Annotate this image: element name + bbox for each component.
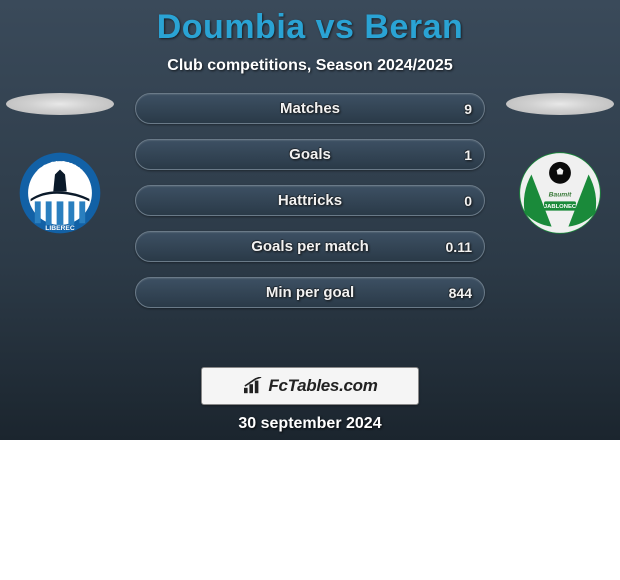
comparison-card: Doumbia vs Beran Club competitions, Seas… <box>0 0 620 440</box>
stat-row-goals-per-match: Goals per match 0.11 <box>135 231 485 262</box>
stat-right-value: 1 <box>464 147 472 163</box>
content-area: FC SLOVAN LIBEREC Baumit JABLONEC Match <box>0 93 620 343</box>
stat-label: Goals <box>289 146 331 163</box>
player-photo-placeholder-right <box>506 93 614 115</box>
stat-right-value: 0.11 <box>446 239 472 255</box>
stat-right-value: 9 <box>464 101 472 117</box>
watermark-text: FcTables.com <box>268 376 377 396</box>
page-title: Doumbia vs Beran <box>0 0 620 47</box>
right-player-column: Baumit JABLONEC <box>500 93 620 235</box>
watermark-link[interactable]: FcTables.com <box>201 367 419 405</box>
stat-label: Matches <box>280 100 340 117</box>
stat-row-matches: Matches 9 <box>135 93 485 124</box>
stat-right-value: 0 <box>464 193 472 209</box>
stats-list: Matches 9 Goals 1 Hattricks 0 Goals per … <box>135 93 485 308</box>
stat-row-goals: Goals 1 <box>135 139 485 170</box>
left-player-column: FC SLOVAN LIBEREC <box>0 93 120 235</box>
stat-right-value: 844 <box>449 285 472 301</box>
svg-text:LIBEREC: LIBEREC <box>45 225 75 232</box>
svg-text:JABLONEC: JABLONEC <box>544 204 577 210</box>
player-photo-placeholder-left <box>6 93 114 115</box>
stat-row-min-per-goal: Min per goal 844 <box>135 277 485 308</box>
stat-row-hattricks: Hattricks 0 <box>135 185 485 216</box>
bar-chart-icon <box>242 377 264 395</box>
svg-text:Baumit: Baumit <box>549 191 573 198</box>
date-line: 30 september 2024 <box>0 415 620 433</box>
stat-label: Hattricks <box>278 192 342 209</box>
club-logo-liberec: FC SLOVAN LIBEREC <box>10 151 110 235</box>
subtitle: Club competitions, Season 2024/2025 <box>0 57 620 75</box>
stat-label: Goals per match <box>251 238 369 255</box>
club-logo-jablonec: Baumit JABLONEC <box>510 151 610 235</box>
stat-label: Min per goal <box>266 284 354 301</box>
